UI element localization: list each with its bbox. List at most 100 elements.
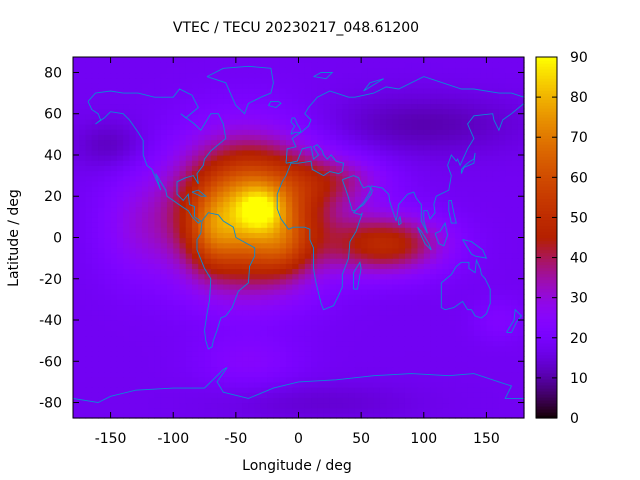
heatmap-cell <box>430 402 437 409</box>
heatmap-cell <box>473 407 481 414</box>
heatmap-cell <box>442 314 450 321</box>
heatmap-cell <box>141 258 149 264</box>
heatmap-cell <box>210 247 218 254</box>
heatmap-cell <box>148 77 156 84</box>
heatmap-cell <box>98 325 105 331</box>
heatmap-cell <box>467 299 475 306</box>
heatmap-cell <box>342 299 350 306</box>
heatmap-cell <box>166 258 174 264</box>
heatmap-cell <box>317 170 325 177</box>
heatmap-cell <box>342 227 350 233</box>
heatmap-cell <box>110 206 118 213</box>
heatmap-cell <box>148 304 156 311</box>
heatmap-cell <box>279 160 287 166</box>
heatmap-cell <box>473 82 481 89</box>
heatmap-cell <box>98 350 105 357</box>
heatmap-cell <box>192 160 199 166</box>
heatmap-cell <box>323 175 331 182</box>
heatmap-cell <box>85 299 93 306</box>
heatmap-cell <box>373 366 381 373</box>
heatmap-cell <box>486 139 494 146</box>
heatmap-cell <box>423 258 431 264</box>
heatmap-cell <box>311 67 318 74</box>
heatmap-cell <box>104 294 112 300</box>
heatmap-cell <box>486 345 494 352</box>
heatmap-cell <box>317 67 325 74</box>
heatmap-cell <box>73 258 80 264</box>
heatmap-cell <box>192 325 199 331</box>
heatmap-cell <box>135 407 143 414</box>
heatmap-cell <box>179 103 187 110</box>
heatmap-cell <box>411 320 419 326</box>
heatmap-cell <box>511 165 519 172</box>
heatmap-cell <box>367 149 375 156</box>
heatmap-cell <box>298 330 306 337</box>
heatmap-cell <box>79 216 87 223</box>
heatmap-cell <box>210 283 218 290</box>
heatmap-cell <box>417 289 425 295</box>
heatmap-cell <box>79 289 87 295</box>
heatmap-cell <box>498 345 506 352</box>
heatmap-cell <box>223 77 231 84</box>
heatmap-cell <box>192 232 199 239</box>
heatmap-cell <box>79 376 87 383</box>
heatmap-cell <box>279 242 287 249</box>
heatmap-cell <box>116 325 124 331</box>
heatmap-cell <box>417 185 425 192</box>
heatmap-cell <box>336 278 343 285</box>
heatmap-cell <box>104 93 112 99</box>
heatmap-cell <box>348 402 356 409</box>
heatmap-cell <box>311 118 318 125</box>
heatmap-cell <box>185 206 193 213</box>
heatmap-cell <box>417 299 425 306</box>
heatmap-cell <box>223 350 231 357</box>
heatmap-cell <box>511 381 519 388</box>
heatmap-cell <box>467 191 475 197</box>
heatmap-cell <box>254 124 262 130</box>
heatmap-cell <box>85 93 93 99</box>
heatmap-cell <box>166 294 174 300</box>
heatmap-cell <box>311 325 318 331</box>
heatmap-cell <box>486 98 494 105</box>
heatmap-cell <box>116 356 124 362</box>
heatmap-cell <box>480 98 488 105</box>
heatmap-cell <box>342 345 350 352</box>
heatmap-cell <box>85 108 93 115</box>
heatmap-cell <box>361 139 368 146</box>
heatmap-cell <box>480 124 488 130</box>
heatmap-cell <box>210 242 218 249</box>
heatmap-cell <box>505 201 513 208</box>
heatmap-cell <box>73 320 80 326</box>
heatmap-cell <box>498 139 506 146</box>
heatmap-cell <box>361 392 368 398</box>
heatmap-cell <box>379 180 387 187</box>
heatmap-cell <box>98 227 105 233</box>
heatmap-cell <box>398 402 406 409</box>
heatmap-cell <box>73 98 80 105</box>
heatmap-cell <box>173 113 181 120</box>
heatmap-cell <box>204 62 212 68</box>
heatmap-cell <box>492 165 500 172</box>
heatmap-cell <box>198 320 206 326</box>
heatmap-cell <box>98 397 105 404</box>
heatmap-cell <box>273 283 281 290</box>
heatmap-cell <box>417 129 425 135</box>
heatmap-cell <box>229 134 237 141</box>
heatmap-cell <box>204 340 212 347</box>
heatmap-cell <box>254 314 262 321</box>
heatmap-cell <box>461 222 469 228</box>
heatmap-cell <box>486 144 494 151</box>
heatmap-cell <box>223 160 231 166</box>
heatmap-cell <box>442 263 450 270</box>
heatmap-cell <box>411 211 419 218</box>
heatmap-cell <box>104 247 112 254</box>
heatmap-cell <box>273 139 281 146</box>
heatmap-cell <box>85 98 93 105</box>
heatmap-cell <box>123 87 130 94</box>
heatmap-cell <box>173 407 181 414</box>
heatmap-cell <box>448 392 456 398</box>
heatmap-cell <box>323 222 331 228</box>
heatmap-cell <box>461 273 469 280</box>
heatmap-cell <box>179 57 187 63</box>
heatmap-cell <box>317 211 325 218</box>
